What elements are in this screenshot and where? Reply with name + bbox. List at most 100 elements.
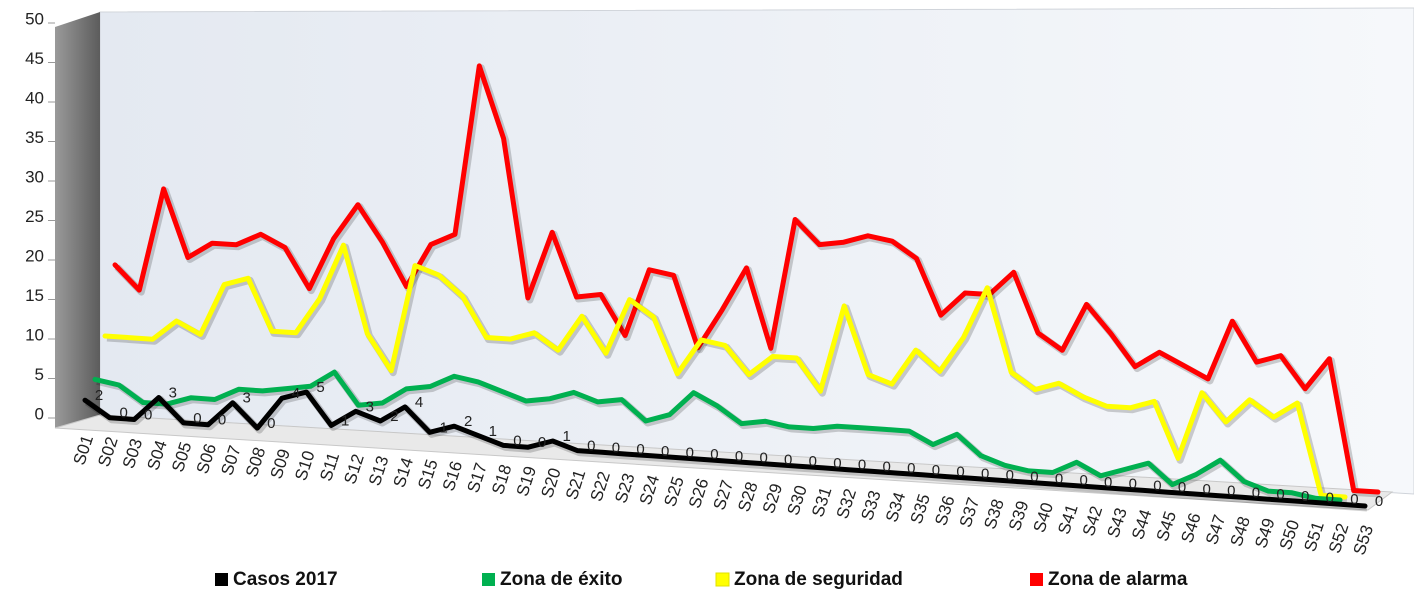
x-tick-label: S24 [636, 473, 663, 508]
data-label: 0 [784, 451, 792, 468]
legend-swatch [482, 573, 495, 586]
x-tick-label: S34 [882, 490, 909, 525]
data-label: 0 [1104, 474, 1112, 491]
x-tick-label: S12 [340, 452, 367, 487]
y-tick-label: 35 [25, 128, 44, 147]
x-tick-label: S23 [611, 471, 638, 506]
data-label: 1 [341, 412, 349, 429]
data-label: 0 [1203, 481, 1211, 498]
x-tick-label: S14 [390, 455, 417, 490]
x-tick-label: S15 [414, 457, 441, 492]
x-tick-label: S09 [267, 447, 294, 482]
y-tick-label: 0 [35, 404, 44, 423]
x-tick-label: S06 [193, 441, 220, 476]
data-label: 0 [612, 439, 620, 456]
series-line [102, 242, 1348, 500]
x-tick-label: S08 [242, 445, 269, 480]
x-tick-label: S17 [463, 460, 490, 495]
data-label: 0 [538, 434, 546, 451]
y-tick-label: 10 [25, 325, 44, 344]
x-tick-label: S39 [1005, 499, 1032, 534]
data-label: 0 [907, 460, 915, 477]
legend-label: Zona de alarma [1048, 569, 1188, 590]
y-tick-label: 25 [25, 207, 44, 226]
data-label: 0 [119, 405, 127, 422]
x-tick-label: S03 [119, 436, 146, 471]
data-label: 1 [489, 423, 497, 440]
data-label: 4 [292, 385, 300, 402]
x-tick-label: S44 [1128, 507, 1155, 542]
x-tick-label: S47 [1202, 512, 1229, 547]
x-tick-label: S36 [931, 493, 958, 528]
x-tick-label: S13 [365, 454, 392, 489]
x-tick-label: S51 [1300, 519, 1327, 554]
data-label: 0 [759, 450, 767, 467]
data-label: 0 [1326, 490, 1334, 507]
data-label: 1 [563, 428, 571, 445]
x-tick-label: S28 [734, 479, 761, 514]
x-tick-label: S35 [907, 492, 934, 527]
x-tick-label: S46 [1177, 511, 1204, 546]
legend-label: Casos 2017 [233, 569, 338, 590]
side-wall [55, 12, 100, 428]
legend-label: Zona de seguridad [734, 569, 903, 590]
x-tick-label: S16 [439, 459, 466, 494]
x-tick-label: S29 [759, 481, 786, 516]
data-label: 0 [809, 453, 817, 470]
x-tick-label: S31 [808, 485, 835, 520]
data-label: 0 [883, 458, 891, 475]
x-tick-label: S11 [316, 450, 343, 483]
data-label: 2 [464, 413, 472, 430]
data-label: 0 [1153, 477, 1161, 494]
data-label: 0 [661, 443, 669, 460]
data-label: 0 [1006, 467, 1014, 484]
data-label: 0 [1350, 491, 1358, 508]
x-tick-label: S42 [1079, 504, 1106, 539]
data-label: 1 [439, 419, 447, 436]
x-tick-label: S05 [168, 440, 195, 475]
data-label: 0 [218, 412, 226, 429]
x-tick-label: S22 [587, 469, 614, 504]
data-label: 0 [587, 438, 595, 455]
data-label: 0 [981, 465, 989, 482]
x-tick-label: S49 [1251, 516, 1278, 551]
data-label: 0 [686, 445, 694, 462]
data-label: 2 [95, 387, 103, 404]
y-tick-label: 50 [25, 9, 44, 28]
data-label: 0 [932, 462, 940, 479]
x-tick-label: S37 [956, 495, 983, 530]
data-label: 0 [1252, 484, 1260, 501]
x-tick-label: S50 [1276, 518, 1303, 553]
legend-swatch [715, 572, 730, 587]
x-tick-label: S27 [710, 478, 737, 513]
y-tick-label: 5 [35, 365, 44, 384]
data-label: 0 [193, 410, 201, 427]
data-label: 0 [1055, 470, 1063, 487]
y-tick-label: 40 [25, 88, 44, 107]
data-label: 0 [1030, 469, 1038, 486]
x-tick-label: S21 [562, 467, 589, 502]
x-tick-label: S07 [217, 443, 244, 478]
x-tick-label: S18 [488, 462, 515, 497]
data-label: 0 [144, 406, 152, 423]
x-tick-label: S20 [537, 466, 564, 501]
x-tick-label: S43 [1103, 505, 1130, 540]
x-tick-label: S04 [143, 438, 170, 473]
x-tick-label: S52 [1325, 521, 1352, 556]
x-tick-label: S41 [1054, 502, 1081, 537]
series-line [92, 369, 1343, 503]
legend-swatch [215, 573, 228, 586]
legend-swatch [1030, 573, 1043, 586]
x-tick-label: S38 [980, 497, 1007, 532]
y-tick-label: 45 [25, 49, 44, 68]
data-label: 0 [1129, 476, 1137, 493]
data-label: 0 [1276, 486, 1284, 503]
x-tick-label: S10 [291, 448, 318, 483]
series-line [82, 389, 1368, 509]
y-tick-label: 20 [25, 246, 44, 265]
data-label: 4 [415, 394, 423, 411]
x-tick-label: S48 [1227, 514, 1254, 549]
data-label: 0 [833, 455, 841, 472]
